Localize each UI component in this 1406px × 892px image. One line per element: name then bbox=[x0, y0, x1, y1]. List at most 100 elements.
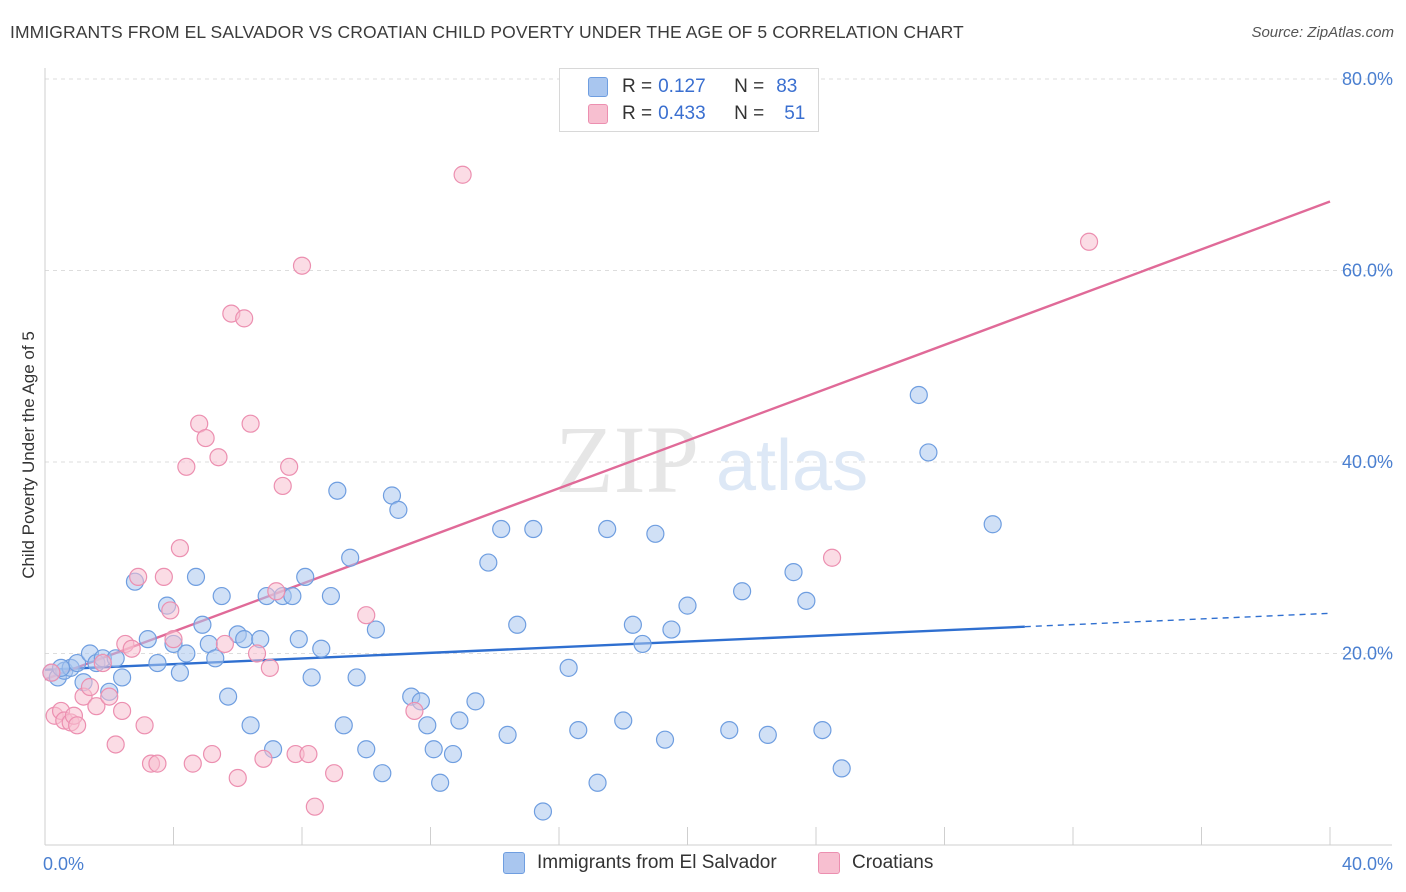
croatian-point bbox=[325, 764, 344, 783]
el-salvador-point bbox=[193, 615, 212, 634]
croatian-point bbox=[292, 256, 312, 275]
el-salvador-point bbox=[424, 740, 443, 759]
legend-row-blue: R = 0.127 N = 83 bbox=[588, 75, 797, 99]
croatian-point bbox=[161, 601, 180, 620]
legend-n-value: 83 bbox=[776, 76, 798, 97]
el-salvador-point bbox=[341, 548, 360, 567]
croatian-point bbox=[42, 663, 61, 682]
croatian-point bbox=[164, 630, 183, 649]
croatian-point bbox=[93, 653, 112, 673]
croatian-point bbox=[241, 414, 260, 433]
grid-lines bbox=[45, 78, 1392, 654]
el-salvador-point bbox=[784, 563, 803, 582]
el-salvador-point bbox=[334, 716, 353, 735]
el-salvador-point bbox=[466, 692, 485, 711]
croatian-point bbox=[453, 165, 472, 184]
el-salvador-point bbox=[508, 615, 527, 634]
legend-swatch-pink bbox=[818, 852, 840, 874]
el-salvador-point bbox=[633, 634, 652, 654]
stats-legend: R = 0.127 N = 83 R = 0.433 N = 51 bbox=[559, 68, 819, 132]
tick-labels: 20.0% 40.0% 60.0% 80.0% 0.0% 40.0% bbox=[43, 69, 1393, 874]
el-salvador-point bbox=[357, 740, 376, 759]
croatian-point bbox=[196, 428, 215, 448]
el-salvador-point bbox=[418, 716, 437, 735]
legend-swatch-blue bbox=[588, 77, 608, 97]
croatian-point bbox=[106, 735, 125, 754]
legend-item-croatians[interactable]: Croatians bbox=[818, 852, 933, 874]
el-salvador-point bbox=[832, 759, 851, 778]
croatian-point bbox=[260, 658, 279, 677]
croatian-point bbox=[273, 476, 292, 496]
el-salvador-point bbox=[219, 687, 238, 706]
axes bbox=[44, 68, 1392, 846]
croatian-point bbox=[357, 606, 376, 625]
el-salvador-point bbox=[443, 744, 463, 764]
el-salvador-point bbox=[347, 668, 366, 687]
croatian-point bbox=[122, 639, 141, 658]
el-salvador-point bbox=[450, 711, 469, 730]
el-salvador-point bbox=[646, 524, 665, 543]
el-salvador-point bbox=[588, 773, 607, 792]
legend-n-label: N = bbox=[734, 76, 765, 97]
croatian-point bbox=[87, 697, 106, 716]
el-salvador-point bbox=[655, 730, 675, 749]
el-salvador-point bbox=[235, 630, 254, 649]
x-tick-label: 0.0% bbox=[43, 854, 84, 874]
legend-row-pink: R = 0.433 N = 51 bbox=[588, 102, 805, 126]
source-credit: Source: ZipAtlas.com bbox=[1251, 24, 1394, 41]
croatian-point bbox=[254, 749, 273, 768]
el-salvador-point bbox=[983, 515, 1002, 534]
el-salvador-point bbox=[678, 596, 697, 615]
chart-title: IMMIGRANTS FROM EL SALVADOR VS CROATIAN … bbox=[10, 22, 964, 42]
el-salvador-point bbox=[919, 443, 938, 462]
el-salvador-point bbox=[559, 658, 578, 677]
el-salvador-point bbox=[733, 582, 752, 601]
el-salvador-point bbox=[569, 720, 588, 740]
el-salvador-point bbox=[479, 553, 498, 572]
croatian-point bbox=[68, 716, 87, 735]
croatian-point bbox=[148, 754, 167, 773]
croatian-point bbox=[177, 457, 196, 476]
legend-item-el-salvador[interactable]: Immigrants from El Salvador bbox=[503, 852, 777, 874]
croatian-point bbox=[280, 457, 299, 476]
croatian-point bbox=[247, 644, 267, 663]
x-tick-label: 40.0% bbox=[1342, 854, 1393, 874]
croatian-point bbox=[267, 582, 286, 601]
el-salvador-point bbox=[241, 716, 260, 735]
el-salvador-point bbox=[186, 567, 206, 587]
el-salvador-point bbox=[312, 639, 331, 658]
y-tick-label: 40.0% bbox=[1342, 452, 1393, 472]
el-salvador-point bbox=[170, 663, 190, 682]
el-salvador-point bbox=[498, 725, 517, 744]
el-salvador-point bbox=[112, 668, 132, 687]
croatian-point bbox=[235, 309, 254, 328]
croatian-point bbox=[1079, 232, 1099, 251]
watermark-zip: ZIP bbox=[555, 406, 699, 513]
el-salvador-point bbox=[148, 653, 167, 673]
series-legend: Immigrants from El Salvador Croatians bbox=[0, 852, 1406, 878]
legend-r-value: 0.127 bbox=[658, 76, 706, 97]
legend-r-value: 0.433 bbox=[658, 103, 706, 124]
watermark-atlas: atlas bbox=[716, 426, 868, 506]
croatian-point bbox=[170, 539, 190, 558]
el-salvador-point bbox=[813, 720, 832, 740]
y-tick-label: 60.0% bbox=[1342, 261, 1393, 281]
y-axis-title: Child Poverty Under the Age of 5 bbox=[19, 331, 38, 579]
el-salvador-point bbox=[389, 500, 408, 519]
croatian-point bbox=[209, 448, 228, 467]
data-points bbox=[42, 165, 1099, 821]
el-salvador-point bbox=[302, 668, 321, 687]
croatian-point bbox=[202, 744, 222, 764]
el-salvador-point bbox=[797, 591, 816, 610]
el-salvador-point bbox=[212, 586, 231, 606]
legend-swatch-blue bbox=[503, 852, 525, 874]
el-salvador-point bbox=[431, 773, 450, 792]
croatian-point bbox=[215, 634, 234, 654]
croatian-point bbox=[305, 797, 324, 816]
croatian-point bbox=[154, 567, 173, 587]
el-salvador-point bbox=[758, 725, 777, 744]
el-salvador-point bbox=[296, 567, 315, 587]
y-tick-label: 80.0% bbox=[1342, 69, 1393, 89]
el-salvador-point bbox=[598, 519, 617, 539]
